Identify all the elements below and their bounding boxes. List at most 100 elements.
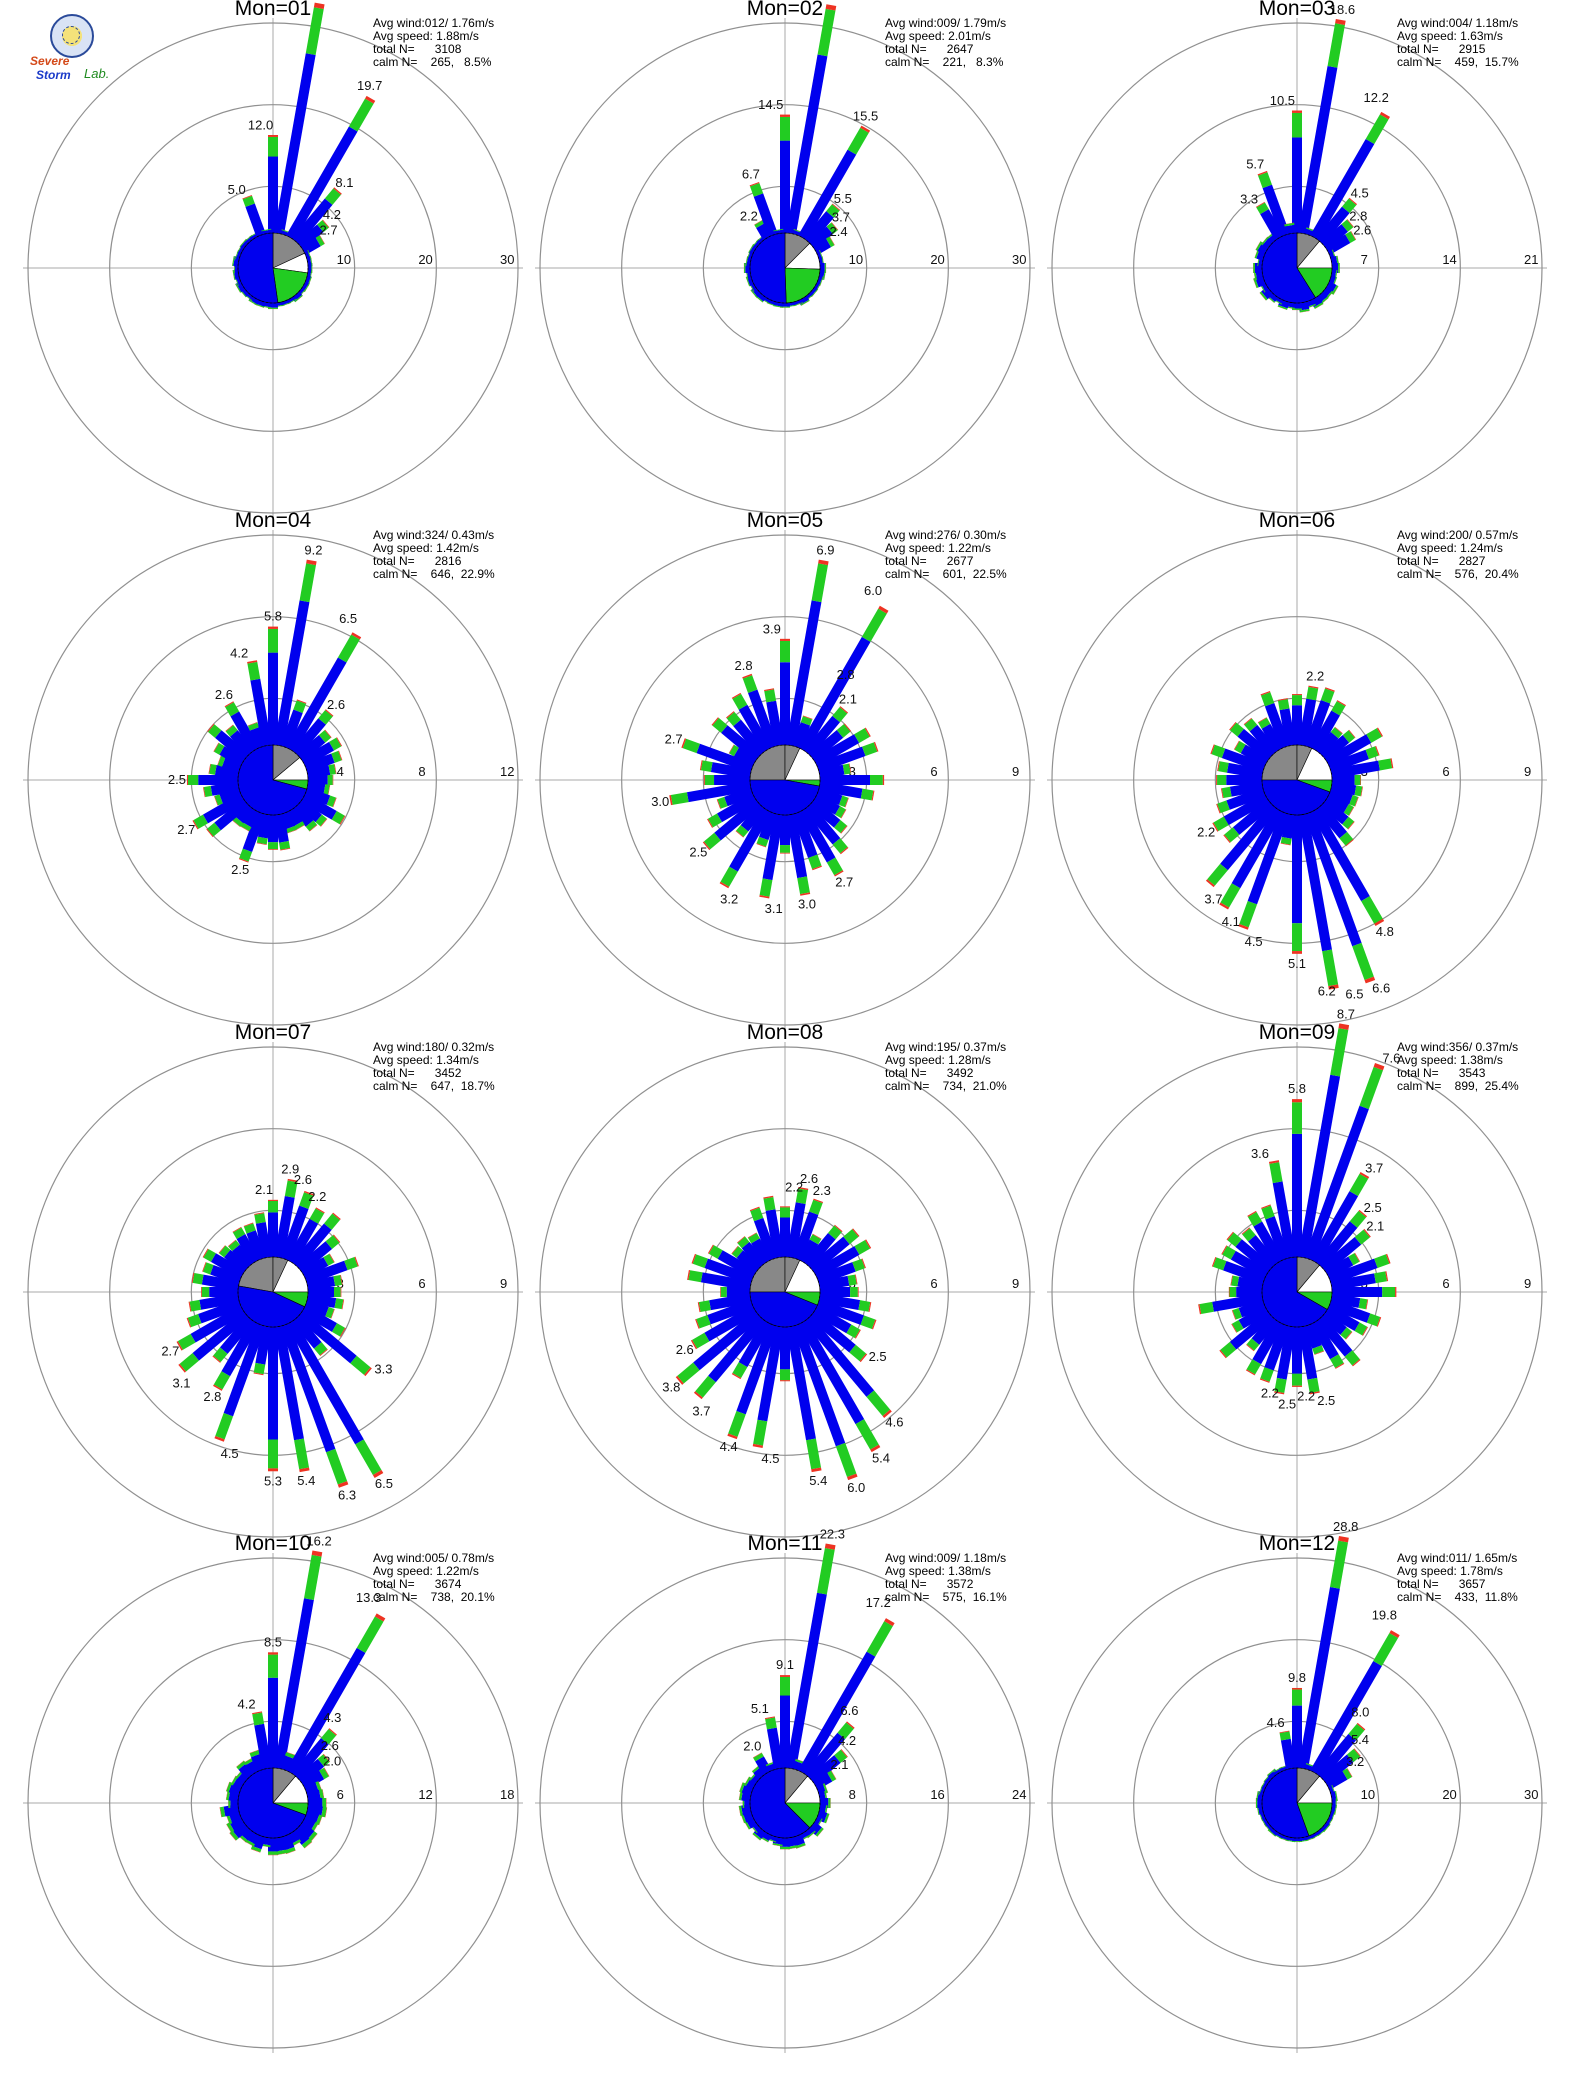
peak-label: 6.3 (338, 1487, 356, 1502)
petal-segment (749, 1206, 760, 1212)
petal-segment (703, 775, 705, 785)
petal-segment (1259, 1378, 1270, 1383)
petal-segment (1238, 923, 1249, 930)
petal-segment (309, 1208, 325, 1224)
peak-label: 12.0 (248, 118, 273, 133)
petal-segment (1257, 717, 1267, 723)
petal-segment (1239, 900, 1258, 928)
peak-label: 2.6 (327, 697, 345, 712)
petal-segment (255, 1325, 272, 1365)
petal-segment (728, 1410, 746, 1437)
petal-segment (871, 790, 875, 801)
petal-segment (824, 270, 827, 281)
petal-segment (291, 718, 326, 757)
petal-segment (803, 1232, 836, 1269)
petal-segment (252, 1712, 265, 1726)
petal-segment (206, 828, 214, 838)
petal-segment (1279, 1730, 1290, 1734)
petal-segment (1320, 798, 1349, 825)
petal-segment (1348, 1253, 1360, 1266)
petal-segment (254, 1213, 266, 1224)
petal-segment (1253, 270, 1256, 281)
petal-segment (854, 728, 870, 743)
petal-segment (773, 228, 784, 231)
petal-segment (812, 1772, 833, 1790)
petal-segment (329, 1253, 335, 1263)
petal-segment (225, 725, 238, 737)
petal-segment (199, 1293, 240, 1310)
peak-label: 3.1 (172, 1375, 190, 1390)
info-line: Avg speed: 2.01m/s (885, 29, 991, 43)
petal-segment (1376, 1316, 1382, 1327)
petal-segment (716, 799, 721, 809)
wind-rose-8: 3692.22.62.32.54.65.46.05.44.54.43.73.82… (535, 1021, 1035, 1542)
petal-segment (747, 689, 778, 749)
petal-segment (1298, 65, 1338, 235)
petal-segment (1315, 206, 1350, 245)
peak-label: 2.7 (665, 731, 683, 746)
ring-label: 14 (1442, 252, 1456, 267)
petal-segment (348, 98, 374, 132)
petal-segment (215, 1412, 234, 1440)
petal-segment (726, 711, 741, 727)
petal-segment (763, 1195, 774, 1199)
peak-label: 4.8 (1376, 924, 1394, 939)
petal-segment (1360, 786, 1363, 797)
petal-segment (1221, 786, 1232, 799)
petal-segment (242, 195, 253, 200)
petal-segment (773, 306, 784, 308)
peak-label: 5.3 (264, 1473, 282, 1488)
petal-segment (1349, 1210, 1367, 1228)
petal-segment (750, 1207, 764, 1222)
petal-segment (253, 1372, 264, 1376)
petal-segment (268, 1851, 278, 1855)
petal-segment (313, 2, 325, 9)
petal-segment (190, 1305, 246, 1343)
info-line: Avg wind:324/ 0.43m/s (373, 528, 494, 542)
petal-segment (1255, 201, 1265, 208)
petal-segment (698, 1300, 711, 1312)
petal-segment (1226, 762, 1264, 779)
peak-label: 7.6 (1382, 1050, 1400, 1065)
petal-segment (315, 814, 327, 827)
petal-segment (202, 793, 246, 824)
petal-segment (786, 54, 828, 235)
petal-segment (207, 822, 221, 837)
petal-segment (795, 1188, 809, 1205)
peak-label: 2.8 (735, 658, 753, 673)
petal-segment (187, 775, 199, 785)
petal-segment (1212, 1257, 1227, 1271)
peak-label: 8.5 (264, 1634, 282, 1649)
petal-segment (1246, 1359, 1262, 1375)
petal-segment (280, 709, 303, 749)
petal-segment (1375, 745, 1380, 756)
petal-segment (217, 755, 222, 766)
petal-segment (1307, 1377, 1320, 1394)
petal-segment (1262, 184, 1290, 237)
petal-segment (870, 775, 883, 785)
petal-segment (1310, 1319, 1339, 1360)
petal-segment (225, 1789, 228, 1800)
petal-segment (261, 229, 272, 235)
petal-segment (839, 706, 849, 714)
petal-segment (327, 775, 333, 785)
petal-segment (291, 803, 314, 827)
wind-rose-10: 6 12 18 16.2 13.3 8.5 4.2 4.3 2.62.0 Mon=10 Avg wi… (23, 1532, 523, 2053)
peak-label: 19.8 (1372, 1608, 1397, 1623)
petal-segment (803, 803, 841, 845)
petal-segment (1267, 1768, 1276, 1776)
wind-rose-11: 8 16 24 22.3 17.2 9.1 5.1 2.0 6.6 4.2 2.1 Mon=11 Avg… (535, 1526, 1035, 2053)
petal-segment (820, 276, 824, 287)
ring-label: 9 (1524, 764, 1531, 779)
petal-segment (1257, 170, 1268, 176)
petal-segment (1331, 285, 1339, 295)
petal-segment (209, 763, 217, 775)
peak-label: 6.6 (840, 1703, 858, 1718)
petal-segment (1292, 1133, 1302, 1257)
petal-segment (340, 1274, 343, 1285)
petal-segment (727, 1433, 738, 1440)
petal-segment (733, 719, 767, 757)
petal-segment (232, 270, 235, 280)
petal-segment (1223, 1260, 1266, 1285)
petal-segment (350, 1355, 371, 1375)
